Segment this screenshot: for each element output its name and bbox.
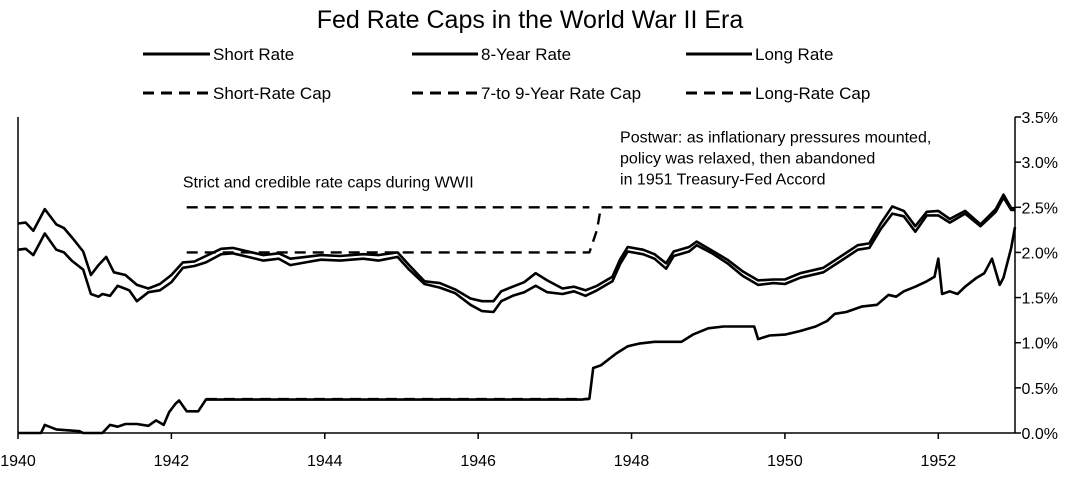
annotation-postwar: Postwar: as inflationary pressures mount… xyxy=(620,129,931,188)
y-tick-label: 3.0% xyxy=(1022,155,1058,172)
series-layer xyxy=(17,193,1017,435)
legend-item-long-rate: Long Rate xyxy=(686,45,833,64)
annotation-line: Postwar: as inflationary pressures mount… xyxy=(620,129,931,146)
series-line-long-rate xyxy=(17,193,1015,303)
legend-item-7-to-9-year-rate-cap: 7-to 9-Year Rate Cap xyxy=(412,84,641,103)
y-tick-label: 1.5% xyxy=(1022,291,1058,308)
legend-item-8-year-rate: 8-Year Rate xyxy=(412,45,571,64)
x-tick-label: 1946 xyxy=(460,453,496,470)
series-line-8-year-rate xyxy=(17,196,1015,314)
y-tick-label: 2.5% xyxy=(1022,200,1058,217)
legend-label-short-rate: Short Rate xyxy=(213,45,294,64)
chart-title: Fed Rate Caps in the World War II Era xyxy=(317,6,744,34)
legend-label-long-rate: Long Rate xyxy=(755,45,833,64)
legend-item-short-rate: Short Rate xyxy=(143,45,294,64)
y-tick-label: 2.0% xyxy=(1022,245,1058,262)
y-tick-label: 3.5% xyxy=(1022,110,1058,127)
y-tick-label: 1.0% xyxy=(1022,336,1058,353)
x-tick-label: 1950 xyxy=(767,453,803,470)
annotation-line: policy was relaxed, then abandoned xyxy=(620,150,875,167)
legend-label-7-to-9-year-rate-cap: 7-to 9-Year Rate Cap xyxy=(481,84,641,103)
x-tick-label: 1940 xyxy=(0,453,36,470)
legend-label-short-rate-cap: Short-Rate Cap xyxy=(213,84,331,103)
x-tick-label: 1948 xyxy=(614,453,650,470)
legend-item-short-rate-cap: Short-Rate Cap xyxy=(143,84,331,103)
x-tick-label: 1942 xyxy=(154,453,190,470)
y-tick-label: 0.5% xyxy=(1022,381,1058,398)
legend-item-long-rate-cap: Long-Rate Cap xyxy=(686,84,870,103)
x-tick-label: 1944 xyxy=(307,453,343,470)
legend-label-8-year-rate: 8-Year Rate xyxy=(481,45,571,64)
annotation-wwii: Strict and credible rate caps during WWI… xyxy=(183,174,474,191)
axes: 1940 1942 1944 1946 1948 1950 1952 0.0% 0.5% 1.0%… xyxy=(0,110,1058,470)
y-tick-label: 0.0% xyxy=(1022,426,1058,443)
legend-label-long-rate-cap: Long-Rate Cap xyxy=(755,84,870,103)
annotation-line: Strict and credible rate caps during WWI… xyxy=(183,174,474,191)
annotation-line: in 1951 Treasury-Fed Accord xyxy=(620,171,825,188)
legend: Short Rate 8-Year Rate Long Rate Short-R… xyxy=(143,45,870,103)
x-tick-label: 1952 xyxy=(921,453,957,470)
series-line-7-to-9-year-rate-cap xyxy=(186,206,885,254)
series-line-short-rate xyxy=(18,226,1017,435)
annotations: Strict and credible rate caps during WWI… xyxy=(183,129,931,191)
